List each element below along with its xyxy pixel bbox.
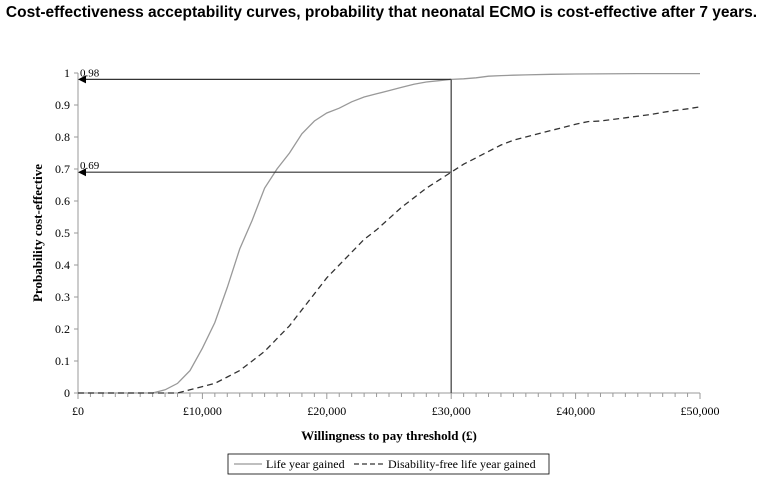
- arrowhead-icon: [78, 75, 86, 84]
- legend-label-disability-free: Disability-free life year gained: [388, 457, 536, 471]
- y-axis-label: Probability cost-effective: [30, 164, 45, 302]
- x-tick-label: £40,000: [556, 404, 595, 418]
- y-tick-label: 0.3: [55, 290, 70, 304]
- legend-label-life-year: Life year gained: [266, 457, 345, 471]
- x-tick-label: £30,000: [432, 404, 471, 418]
- y-tick-label: 0: [64, 386, 70, 400]
- y-tick-label: 0.6: [55, 194, 70, 208]
- y-tick-label: 0.5: [55, 226, 70, 240]
- y-tick-label: 0.9: [55, 98, 70, 112]
- y-tick-label: 1: [64, 66, 70, 80]
- x-tick-label: £20,000: [307, 404, 346, 418]
- y-tick-label: 0.1: [55, 354, 70, 368]
- legend: Life year gained Disability-free life ye…: [227, 453, 550, 475]
- y-tick-label: 0.4: [55, 258, 70, 272]
- series-line-life-year: [78, 72, 700, 394]
- annotation-label: 0.98: [80, 67, 100, 79]
- y-tick-label: 0.7: [55, 162, 70, 176]
- y-tick-label: 0.8: [55, 130, 70, 144]
- arrowhead-icon: [78, 168, 86, 177]
- y-tick-label: 0.2: [55, 322, 70, 336]
- x-tick-label: £50,000: [681, 404, 720, 418]
- x-tick-label: £10,000: [183, 404, 222, 418]
- x-tick-label: £0: [72, 404, 84, 418]
- x-axis-label: Willingness to pay threshold (£): [301, 428, 477, 443]
- chart-title: Cost-effectiveness acceptability curves,…: [5, 4, 758, 21]
- annotation-label: 0.69: [80, 160, 100, 172]
- series-line-disability-free: [78, 106, 701, 394]
